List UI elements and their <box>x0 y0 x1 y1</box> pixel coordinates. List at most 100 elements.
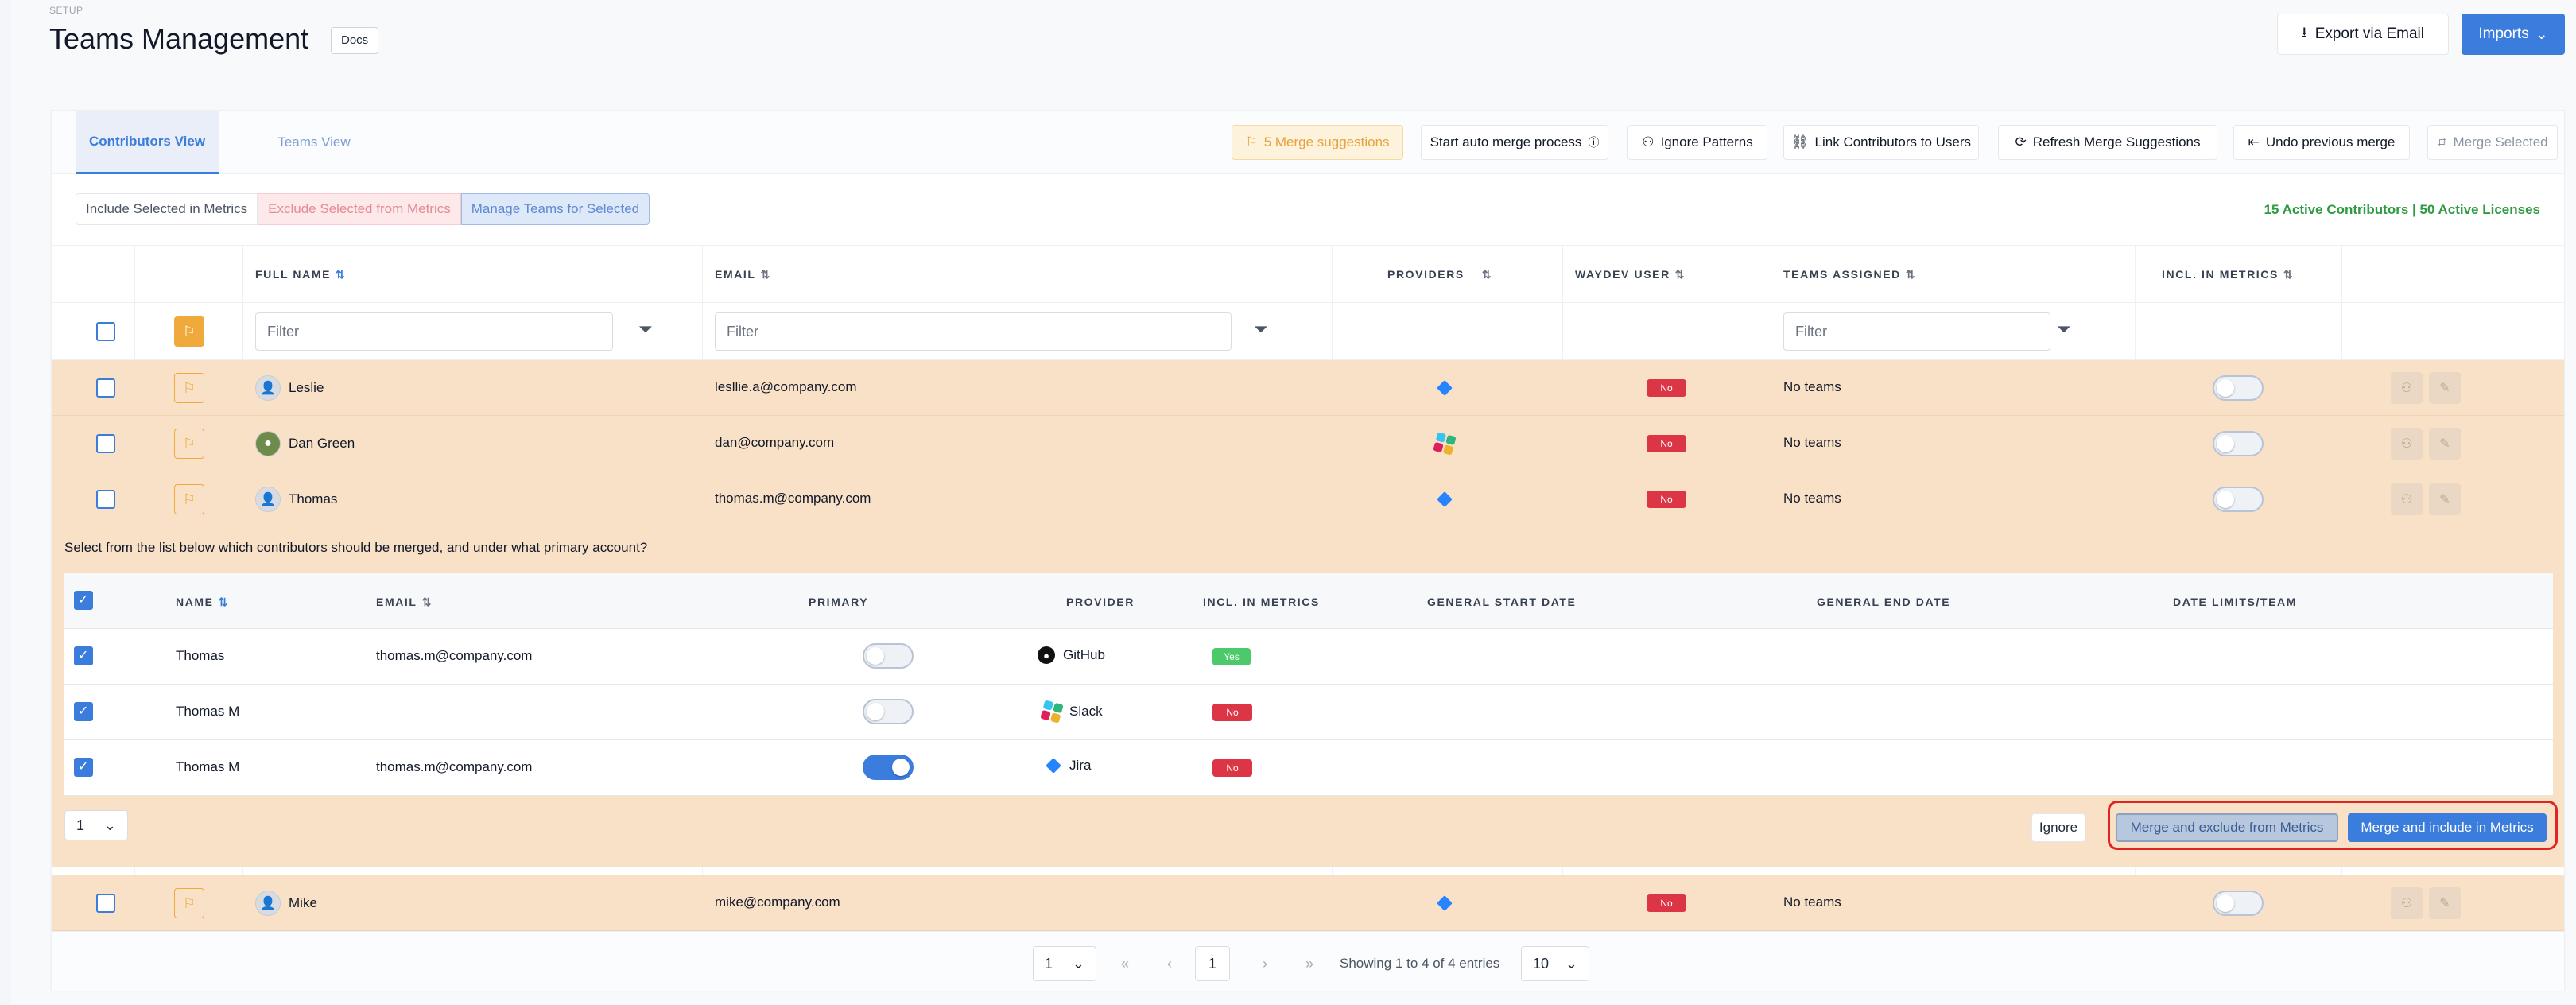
row-checkbox[interactable] <box>96 894 115 913</box>
merge-exclude-button[interactable]: Merge and exclude from Metrics <box>2116 813 2338 842</box>
col-providers[interactable]: PROVIDERS ⇅ <box>1387 246 1492 303</box>
section-label: SETUP <box>49 5 83 16</box>
filter-icon[interactable]: ⏷ <box>1254 319 1268 339</box>
primary-toggle[interactable] <box>863 699 914 724</box>
merge-provider: Slack <box>1040 700 1103 724</box>
email-filter[interactable]: Filter <box>715 312 1232 351</box>
page: SETUP Teams Management Docs ⭳ Export via… <box>11 0 2576 1005</box>
flag-icon[interactable]: ⚐ <box>174 373 204 403</box>
jira-icon <box>1437 895 1453 911</box>
info-icon: ⓘ <box>1588 136 1600 149</box>
edit-icon[interactable]: ✎ <box>2429 428 2461 460</box>
edit-icon[interactable]: ✎ <box>2429 483 2461 515</box>
merge-col-email[interactable]: EMAIL ⇅ <box>376 573 431 631</box>
filter-icon[interactable]: ⏷ <box>638 319 653 339</box>
provider-name: Slack <box>1069 704 1103 719</box>
refresh-merge-suggestions-button[interactable]: ⟳ Refresh Merge Suggestions <box>1998 125 2217 160</box>
col-email-label: EMAIL <box>715 268 756 281</box>
merge-selected-button[interactable]: ⧉ Merge Selected <box>2427 125 2558 160</box>
col-teams-assigned[interactable]: TEAMS ASSIGNED ⇅ <box>1783 246 1915 303</box>
docs-button[interactable]: Docs <box>331 27 379 54</box>
merge-page-select[interactable]: 1 ⌄ <box>64 810 128 840</box>
primary-toggle[interactable] <box>863 643 914 669</box>
export-via-email-button[interactable]: ⭳ Export via Email <box>2277 14 2449 55</box>
jira-icon <box>1437 380 1453 396</box>
row-checkbox[interactable] <box>96 490 115 509</box>
sort-icon: ⇅ <box>760 267 770 281</box>
full-name-filter[interactable]: Filter <box>255 312 613 351</box>
merge-row-checkbox[interactable] <box>74 702 93 721</box>
current-page[interactable]: 1 <box>1195 946 1230 981</box>
col-waydev-user[interactable]: WAYDEV USER ⇅ <box>1575 246 1685 303</box>
teams-filter[interactable]: Filter <box>1783 312 2050 351</box>
edit-icon[interactable]: ✎ <box>2429 887 2461 919</box>
include-metrics-toggle[interactable] <box>2213 375 2264 401</box>
card-header: Contributors View Teams View ⚐ 5 Merge s… <box>52 111 2564 174</box>
merge-row-checkbox[interactable] <box>74 646 93 665</box>
merge-col-email-label: EMAIL <box>376 596 417 608</box>
col-incl-metrics[interactable]: INCL. IN METRICS ⇅ <box>2162 246 2293 303</box>
merge-row-checkbox[interactable] <box>74 758 93 777</box>
primary-toggle[interactable] <box>863 755 914 780</box>
incl-metrics-badge: No <box>1212 704 1252 721</box>
manage-teams-icon[interactable]: ⚇ <box>2391 887 2423 919</box>
prev-page-icon[interactable]: ‹ <box>1167 955 1172 972</box>
flag-icon[interactable]: ⚐ <box>174 484 204 514</box>
merge-select-all-checkbox[interactable] <box>74 591 93 610</box>
merge-col-name[interactable]: NAME ⇅ <box>176 573 227 631</box>
refresh-icon: ⟳ <box>2015 134 2027 149</box>
manage-teams-icon[interactable]: ⚇ <box>2391 483 2423 515</box>
filter-icon[interactable]: ⏷ <box>2057 319 2071 339</box>
manage-teams-icon[interactable]: ⚇ <box>2391 428 2423 460</box>
edit-icon[interactable]: ✎ <box>2429 372 2461 404</box>
link-contributors-button[interactable]: ⛓ Link Contributors to Users <box>1783 125 1979 160</box>
tab-teams-view[interactable]: Teams View <box>277 134 351 149</box>
merge-suggestions-button[interactable]: ⚐ 5 Merge suggestions <box>1232 125 1403 160</box>
imports-dropdown-button[interactable]: Imports ⌄ <box>2462 14 2565 55</box>
manage-teams-button[interactable]: Manage Teams for Selected <box>460 193 650 225</box>
merge-suggestions-label: 5 Merge suggestions <box>1263 134 1390 149</box>
include-metrics-toggle[interactable] <box>2213 431 2264 456</box>
contributors-card: Contributors View Teams View ⚐ 5 Merge s… <box>51 110 2565 991</box>
flag-filter-button[interactable]: ⚐ <box>174 316 204 347</box>
tab-contributors-view[interactable]: Contributors View <box>76 111 219 174</box>
merge-col-name-label: NAME <box>176 596 214 608</box>
teams-text: No teams <box>1783 435 1841 450</box>
row-checkbox[interactable] <box>96 378 115 398</box>
include-metrics-toggle[interactable] <box>2213 487 2264 512</box>
col-email[interactable]: EMAIL ⇅ <box>715 246 770 303</box>
page-select[interactable]: 1 ⌄ <box>1033 946 1096 981</box>
github-icon: ● <box>1038 646 1055 664</box>
manage-teams-icon[interactable]: ⚇ <box>2391 372 2423 404</box>
col-full-name-label: FULL NAME <box>255 268 332 281</box>
ignore-patterns-button[interactable]: ⚇ Ignore Patterns <box>1627 125 1767 160</box>
merge-table-header: NAME ⇅ EMAIL ⇅ PRIMARY PROVIDER INCL. IN… <box>64 573 2553 629</box>
per-page-select[interactable]: 10 ⌄ <box>1521 946 1589 981</box>
flag-icon[interactable]: ⚐ <box>174 888 204 918</box>
email-text: lesllie.a@company.com <box>715 379 857 394</box>
merge-include-button[interactable]: Merge and include in Metrics <box>2348 813 2547 842</box>
next-page-icon[interactable]: › <box>1263 955 1267 972</box>
undo-previous-merge-button[interactable]: ⇤ Undo previous merge <box>2233 125 2410 160</box>
provider-name: GitHub <box>1063 647 1105 662</box>
per-page-value: 10 <box>1533 955 1550 972</box>
first-page-icon[interactable]: « <box>1120 955 1129 972</box>
exclude-selected-button[interactable]: Exclude Selected from Metrics <box>258 193 461 225</box>
table-row: ⚐ ● Dan Green dan@company.com No No team… <box>52 416 2564 471</box>
waydev-user-badge: No <box>1647 894 1686 912</box>
col-incl-label: INCL. IN METRICS <box>2162 268 2279 281</box>
select-all-checkbox[interactable] <box>96 322 115 341</box>
merge-page-value: 1 <box>76 817 85 833</box>
contributor-name: 👤 Thomas <box>255 487 337 512</box>
ignore-button[interactable]: Ignore <box>2031 813 2085 842</box>
flag-icon[interactable]: ⚐ <box>174 429 204 459</box>
include-metrics-toggle[interactable] <box>2213 891 2264 916</box>
last-page-icon[interactable]: » <box>1305 955 1313 972</box>
sort-asc-icon: ⇅ <box>218 595 228 608</box>
col-full-name[interactable]: FULL NAME ⇅ <box>255 246 345 303</box>
merge-col-end-date: GENERAL END DATE <box>1817 596 1951 608</box>
start-auto-merge-button[interactable]: Start auto merge process ⓘ <box>1421 125 1608 160</box>
row-checkbox[interactable] <box>96 434 115 453</box>
include-selected-button[interactable]: Include Selected in Metrics <box>76 193 258 225</box>
teams-text: No teams <box>1783 894 1841 910</box>
